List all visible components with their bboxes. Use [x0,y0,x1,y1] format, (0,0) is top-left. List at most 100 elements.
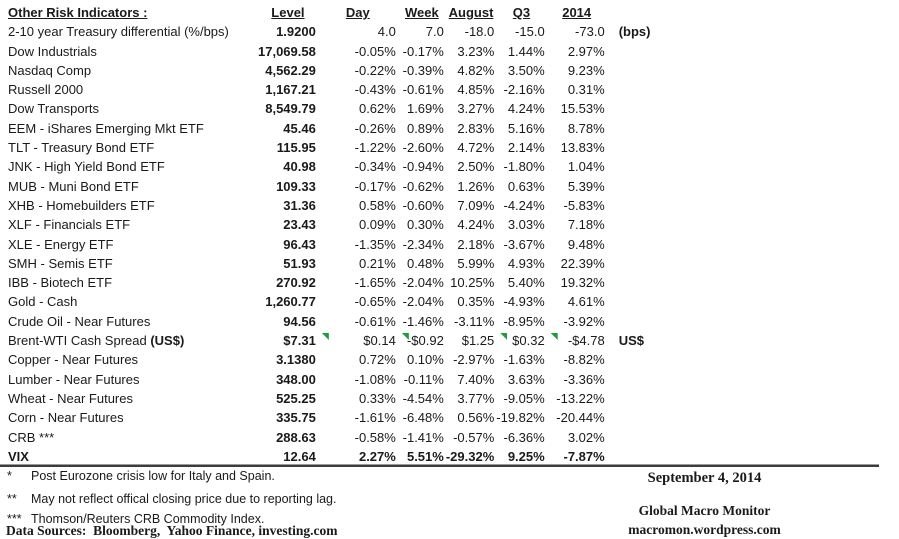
cell-note [607,235,669,254]
table-row: IBB - Biotech ETF 270.92 -1.65% -2.04% 1… [8,273,669,292]
green-corner-flag-icon [550,333,558,341]
header-august: August [448,5,494,20]
cell-day: 0.21% [358,255,396,271]
cell-note [607,292,669,311]
cell-2014: -73.0 [575,24,605,40]
cell-2014: -5.83% [563,197,605,213]
header-2014: 2014 [562,5,592,20]
cell-august: 0.56% [457,410,495,426]
cell-august: 4.72% [457,140,495,156]
cell-level: 115.95 [276,140,316,156]
cell-week: 0.10% [406,352,444,368]
cell-2014: -3.92% [563,313,605,329]
footnote-3-marker: *** [7,512,22,526]
cell-week: 0.89% [406,120,444,136]
cell-note [607,312,669,331]
row-label: Wheat - Near Futures [8,390,133,406]
cell-2014: -$4.78 [547,331,607,350]
cell-note [607,157,669,176]
cell-level: $7.31 [283,333,316,349]
cell-week: 5.51% [406,448,444,464]
cell-level: 1,167.21 [265,82,316,98]
footnote-3-text: Thomson/Reuters CRB Commodity Index. [31,512,265,526]
cell-level: 525.25 [276,390,316,406]
cell-august: 5.99% [457,255,495,271]
cell-week: -$0.92 [398,331,446,350]
table-row: MUB - Muni Bond ETF 109.33 -0.17% -0.62%… [8,177,669,196]
cell-level: 40.98 [283,159,316,175]
cell-note [607,273,669,292]
cell-day: -0.65% [354,294,396,310]
cell-day: 0.09% [358,217,396,233]
cell-2014: -3.36% [563,371,605,387]
footnote-1: * Post Eurozone crisis low for Italy and … [7,469,337,484]
header-day: Day [345,5,370,20]
cell-note [607,428,669,447]
cell-note [607,177,669,196]
cell-2014: 0.31% [567,82,605,98]
row-label: Lumber - Near Futures [8,371,140,387]
row-label: TLT - Treasury Bond ETF [8,140,155,156]
cell-day: -0.34% [354,159,396,175]
row-label: Copper - Near Futures [8,352,139,368]
footnote-1-marker: * [7,469,12,483]
green-corner-flag-icon [401,333,409,341]
cell-august: -18.0 [464,24,495,40]
green-corner-flag-icon [321,333,329,341]
cell-week: -2.60% [402,140,444,156]
header-indicators: Other Risk Indicators : [8,5,148,20]
cell-q3: -9.05% [503,390,545,406]
cell-august: 1.26% [457,178,495,194]
cell-note [607,408,669,427]
cell-august: 4.24% [457,217,495,233]
cell-2014: -8.82% [563,352,605,368]
cell-level: 96.43 [283,236,316,252]
cell-week: -0.94% [402,159,444,175]
cell-week: -1.46% [402,313,444,329]
cell-note [607,350,669,369]
table-row: Corn - Near Futures 335.75 -1.61% -6.48%… [8,408,669,427]
row-label: MUB - Muni Bond ETF [8,178,139,194]
header-q3: Q3 [512,5,531,20]
table-bottom-rule [0,464,879,467]
cell-note [607,80,669,99]
table-row: XHB - Homebuilders ETF 31.36 0.58% -0.60… [8,196,669,215]
table-row: Crude Oil - Near Futures 94.56 -0.61% -1… [8,312,669,331]
cell-august: 2.83% [457,120,495,136]
row-label: VIX [8,448,29,464]
table-row: Wheat - Near Futures 525.25 0.33% -4.54%… [8,389,669,408]
cell-note: (bps) [618,24,651,40]
cell-level: 1.9200 [276,24,316,40]
table-row: Brent-WTI Cash Spread (US$) $7.31 $0.14 … [8,331,669,350]
cell-day: -1.22% [354,140,396,156]
cell-2014: -20.44% [556,410,605,426]
cell-august: -29.32% [445,448,495,464]
cell-august: 7.09% [457,197,495,213]
table-row: JNK - High Yield Bond ETF 40.98 -0.34% -… [8,157,669,176]
table-row: CRB *** 288.63 -0.58% -1.41% -0.57% -6.3… [8,428,669,447]
row-label: 2-10 year Treasury differential (%/bps) [8,24,229,40]
cell-august: 10.25% [450,275,495,291]
cell-week: -1.41% [402,429,444,445]
cell-2014: 22.39% [560,255,605,271]
cell-week: 0.30% [406,217,444,233]
cell-week: -0.11% [403,371,444,387]
cell-level: 4,562.29 [265,62,316,78]
cell-q3: 0.63% [507,178,545,194]
footnote-2-marker: ** [7,492,17,506]
table-row: TLT - Treasury Bond ETF 115.95 -1.22% -2… [8,138,669,157]
row-label: Nasdaq Comp [8,62,92,78]
cell-q3: -19.82% [496,410,545,426]
cell-q3: 3.50% [507,62,545,78]
row-label: XHB - Homebuilders ETF [8,197,155,213]
cell-day: $0.14 [318,331,398,350]
cell-2014: 4.61% [567,294,605,310]
cell-august: -0.57% [453,429,495,445]
cell-week: 7.0 [425,24,444,40]
table-row: Dow Industrials 17,069.58 -0.05% -0.17% … [8,42,669,61]
cell-day: 0.58% [358,197,396,213]
green-corner-flag-icon [500,333,508,341]
cell-level: 23.43 [283,217,316,233]
cell-2014: -7.87% [563,448,605,464]
footnote-1-text: Post Eurozone crisis low for Italy and S… [31,469,275,483]
